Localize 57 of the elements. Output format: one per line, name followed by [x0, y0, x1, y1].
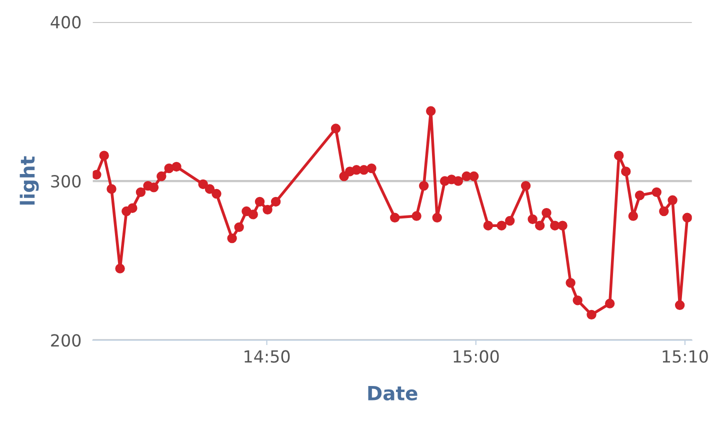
point: [128, 203, 138, 213]
point: [390, 212, 400, 222]
point: [412, 211, 422, 221]
point: [136, 187, 146, 198]
point: [156, 171, 166, 182]
point: [566, 278, 576, 288]
point: [652, 187, 662, 198]
point: [668, 195, 678, 205]
point: [254, 196, 265, 207]
point: [586, 310, 596, 320]
point: [432, 212, 442, 222]
point: [558, 220, 568, 230]
point: [453, 176, 464, 186]
point: [115, 264, 125, 274]
point: [496, 220, 506, 230]
y-tick-label: 300: [51, 175, 81, 188]
point: [106, 184, 116, 194]
point: [204, 184, 215, 194]
point: [542, 208, 552, 218]
y-tick-label: 400: [50, 16, 81, 29]
point: [634, 190, 645, 200]
point: [483, 220, 494, 230]
y-axis-title: light: [20, 156, 39, 205]
point: [248, 210, 258, 220]
point: [659, 206, 669, 216]
point: [172, 162, 182, 172]
point: [359, 165, 369, 175]
point: [227, 233, 237, 244]
point: [505, 216, 515, 226]
point: [262, 204, 272, 215]
y-tick-label: 200: [51, 334, 81, 347]
point: [572, 295, 582, 306]
point: [212, 188, 222, 199]
point: [614, 150, 624, 160]
point: [366, 163, 376, 174]
point: [270, 196, 281, 207]
point: [528, 214, 538, 224]
point: [520, 180, 531, 191]
point: [628, 211, 638, 221]
point: [198, 179, 208, 190]
point: [534, 220, 545, 230]
point: [148, 182, 159, 192]
point: [418, 180, 429, 191]
point: [682, 212, 692, 222]
x-tick-label: 15:00: [454, 350, 499, 363]
point: [330, 124, 341, 134]
point: [621, 166, 631, 176]
point: [426, 106, 436, 116]
point: [469, 171, 479, 182]
point: [604, 298, 615, 308]
x-tick-label: 14:50: [244, 350, 290, 363]
point: [234, 222, 244, 232]
x-axis-title: Date: [368, 386, 418, 400]
point: [92, 170, 102, 180]
point: [674, 300, 685, 310]
x-tick-label: 15:10: [662, 350, 708, 363]
point: [99, 150, 109, 160]
